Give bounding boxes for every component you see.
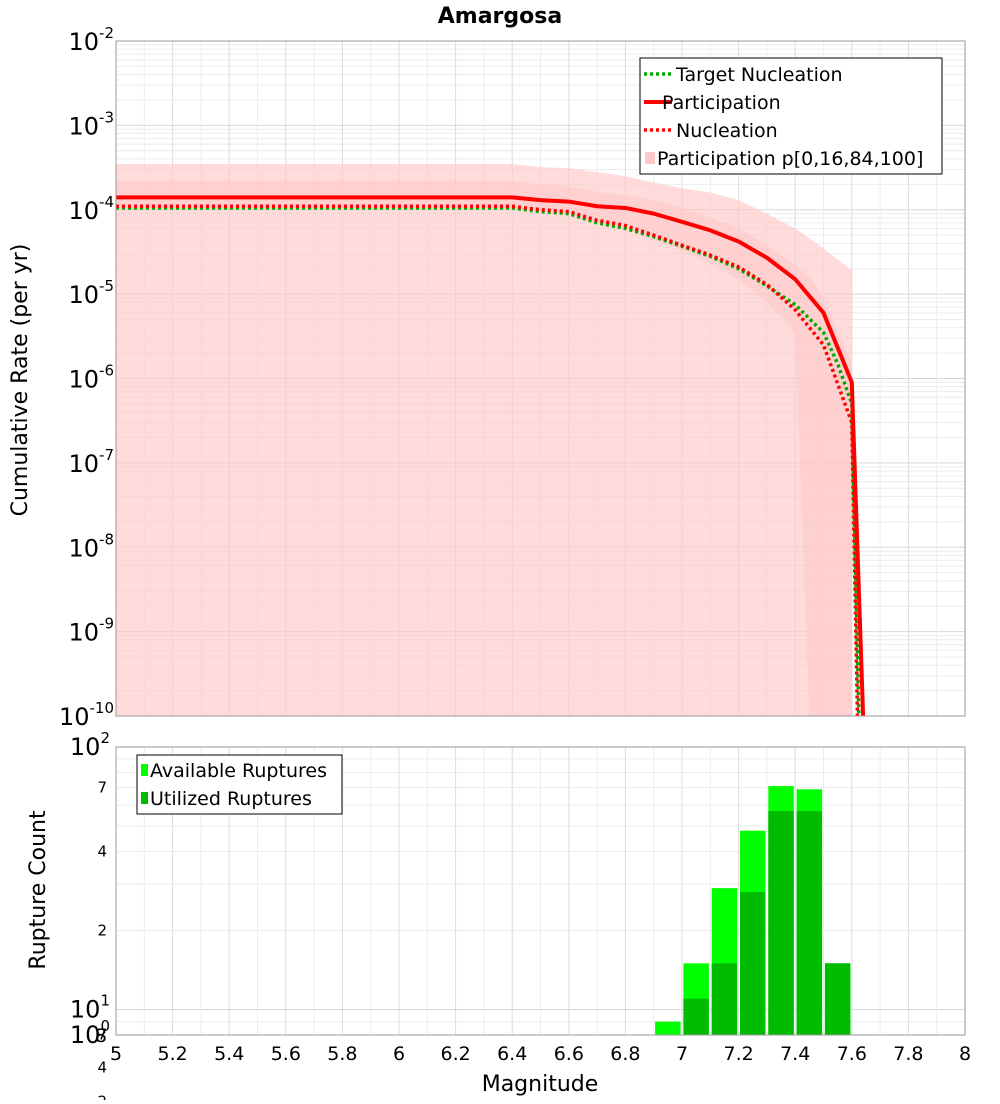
bottom-y-minor-tick-label: 2 — [97, 1093, 107, 1100]
bottom-legend-box — [136, 754, 343, 815]
top-legend-box — [639, 57, 943, 175]
bottom-legend-swatch — [141, 792, 148, 804]
bottom-y-minor-tick-label: 7 — [97, 779, 107, 797]
top-y-tick-label: 10-8 — [68, 530, 114, 562]
x-tick-label: 7.6 — [837, 1043, 867, 1065]
top-y-tick-label: 10-3 — [68, 108, 114, 140]
top-y-tick-label: 10-10 — [59, 699, 114, 731]
x-tick-label: 6.2 — [440, 1043, 470, 1065]
bottom-legend-label: Utilized Ruptures — [150, 788, 312, 810]
bottom-y-minor-tick-label: 7 — [97, 1026, 107, 1044]
x-tick-label: 8 — [959, 1043, 971, 1065]
x-axis-label: Magnitude — [482, 1072, 599, 1097]
top-y-tick-label: 10-4 — [68, 193, 114, 225]
top-legend-label: Participation p[0,16,84,100] — [657, 148, 923, 170]
x-tick-label: 5.8 — [327, 1043, 357, 1065]
bottom-y-axis-label: Rupture Count — [26, 810, 51, 970]
bottom-bars — [655, 786, 851, 1035]
x-tick-label: 5.4 — [214, 1043, 244, 1065]
target-nucleation-line — [116, 206, 861, 717]
bottom-y-tick-label: 101 — [70, 992, 110, 1024]
top-y-tick-label: 10-7 — [68, 446, 114, 478]
bottom-legend-label: Available Ruptures — [150, 760, 327, 782]
bottom-y-minor-tick-label: 4 — [97, 842, 107, 860]
x-tick-label: 6.8 — [610, 1043, 640, 1065]
x-tick-label: 6.4 — [497, 1043, 527, 1065]
bottom-y-tick-label: 102 — [70, 729, 110, 761]
bottom-y-minor-tick-label: 2 — [97, 922, 107, 940]
top-y-tick-label: 10-6 — [68, 362, 114, 394]
utilized-ruptures-bar — [683, 998, 709, 1035]
x-tick-label: 5.2 — [157, 1043, 187, 1065]
x-tick-label: 6.6 — [554, 1043, 584, 1065]
x-tick-label: 6 — [393, 1043, 405, 1065]
x-tick-label: 7.2 — [723, 1043, 753, 1065]
top-legend-label: Nucleation — [676, 120, 778, 142]
available-ruptures-bar — [655, 1021, 681, 1035]
participation-outer-band — [116, 163, 852, 717]
utilized-ruptures-bar — [796, 811, 823, 1035]
participation-line — [116, 195, 866, 717]
x-tick-label: 7.4 — [780, 1043, 810, 1065]
x-tick-label: 5 — [110, 1043, 122, 1065]
utilized-ruptures-bar — [740, 892, 766, 1035]
top-plot-border — [115, 40, 966, 717]
top-legend-label: Participation — [662, 92, 781, 114]
bottom-y-minor-tick-label: 8 — [95, 1025, 107, 1047]
bottom-legend-swatch — [141, 764, 148, 776]
legend-swatch-band — [645, 152, 655, 164]
bottom-plot-border — [115, 746, 966, 1036]
utilized-ruptures-bar — [768, 811, 794, 1035]
top-y-axis-label: Cumulative Rate (per yr) — [8, 244, 33, 517]
top-y-tick-label: 10-2 — [68, 24, 114, 56]
utilized-ruptures-bar — [824, 963, 851, 1035]
x-tick-label: 7.8 — [893, 1043, 923, 1065]
top-legend-label: Target Nucleation — [675, 64, 843, 86]
bottom-y-tick-label: 100 — [70, 1017, 110, 1049]
utilized-ruptures-bar — [711, 963, 738, 1035]
nucleation-line — [116, 204, 860, 717]
top-y-tick-label: 10-5 — [68, 277, 114, 309]
top-y-tick-label: 10-9 — [68, 615, 114, 647]
bottom-y-minor-tick-label: 4 — [97, 1059, 107, 1077]
chart-title: Amargosa — [438, 4, 562, 29]
x-tick-label: 7 — [676, 1043, 688, 1065]
x-tick-label: 5.6 — [271, 1043, 301, 1065]
